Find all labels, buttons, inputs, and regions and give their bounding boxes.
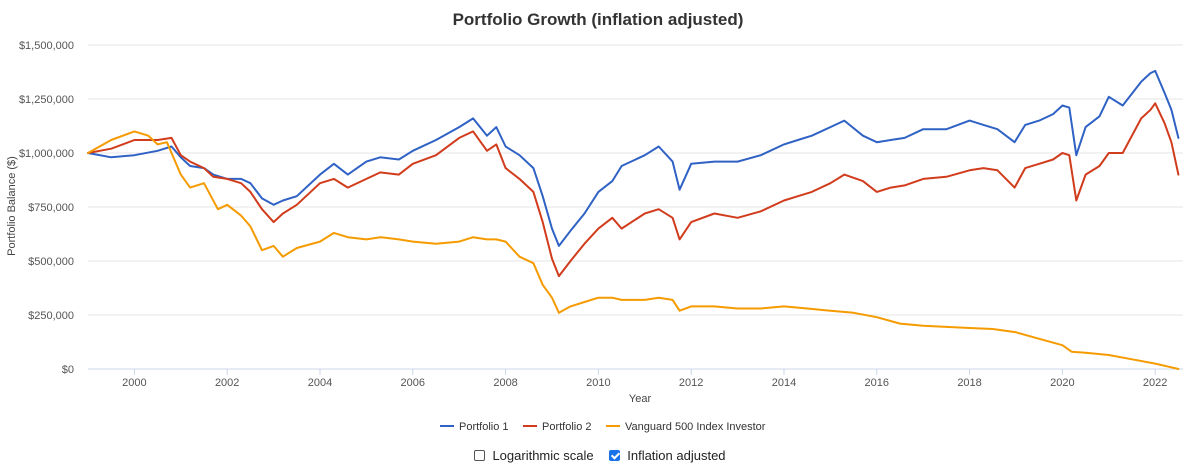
inflation-adjusted-checkbox[interactable]	[609, 450, 621, 461]
series-line-1	[87, 69, 1180, 247]
logarithmic-scale-checkbox[interactable]	[474, 450, 486, 461]
grid-lines	[88, 44, 1183, 370]
y-tick-label: $1,500,000	[19, 40, 74, 52]
series-line-3	[87, 130, 1180, 370]
y-axis-label: Portfolio Balance ($)	[6, 156, 18, 256]
x-tick-label: 2016	[865, 377, 889, 389]
chart-options: Logarithmic scale Inflation adjusted	[0, 448, 1200, 464]
x-tick-label: 2010	[586, 377, 610, 389]
y-tick-label: $250,000	[28, 310, 74, 322]
x-tick-label: 2012	[679, 377, 703, 389]
y-axis-ticks: $0 $250,000 $500,000 $750,000 $1,000,000 $1,2…	[19, 40, 74, 376]
x-tick-label: 2004	[308, 377, 332, 389]
legend-label-1[interactable]: Portfolio 1	[459, 421, 509, 433]
legend-label-2[interactable]: Portfolio 2	[542, 421, 592, 433]
y-tick-label: $750,000	[28, 202, 74, 214]
x-tick-label: 2008	[493, 377, 517, 389]
y-tick-label: $1,250,000	[19, 94, 74, 106]
inflation-adjusted-option[interactable]: Inflation adjusted	[609, 448, 726, 463]
x-tick-label: 2018	[957, 377, 981, 389]
legend: Portfolio 1 Portfolio 2 Vanguard 500 Index…	[440, 421, 766, 433]
legend-label-3[interactable]: Vanguard 500 Index Investor	[625, 421, 766, 433]
y-tick-label: $500,000	[28, 256, 74, 268]
series-line-2	[87, 102, 1180, 278]
x-tick-label: 2006	[401, 377, 425, 389]
logarithmic-scale-option[interactable]: Logarithmic scale	[474, 448, 594, 463]
x-tick-label: 2000	[122, 377, 146, 389]
x-tick-label: 2014	[772, 377, 796, 389]
y-tick-label: $1,000,000	[19, 148, 74, 160]
x-tick-label: 2022	[1143, 377, 1167, 389]
series-lines	[87, 69, 1180, 370]
inflation-adjusted-label: Inflation adjusted	[627, 448, 726, 463]
x-tick-label: 2020	[1050, 377, 1074, 389]
chart-title: Portfolio Growth (inflation adjusted)	[453, 10, 744, 29]
portfolio-growth-chart: Portfolio Growth (inflation adjusted) $0…	[6, 10, 1183, 433]
y-tick-label: $0	[62, 364, 74, 376]
x-axis-ticks: 2000 2002 2004 2006 2008 2010 2012 2014 2016 2018…	[122, 369, 1167, 389]
x-axis-label: Year	[629, 393, 652, 405]
logarithmic-scale-label: Logarithmic scale	[492, 448, 594, 463]
x-tick-label: 2002	[215, 377, 239, 389]
